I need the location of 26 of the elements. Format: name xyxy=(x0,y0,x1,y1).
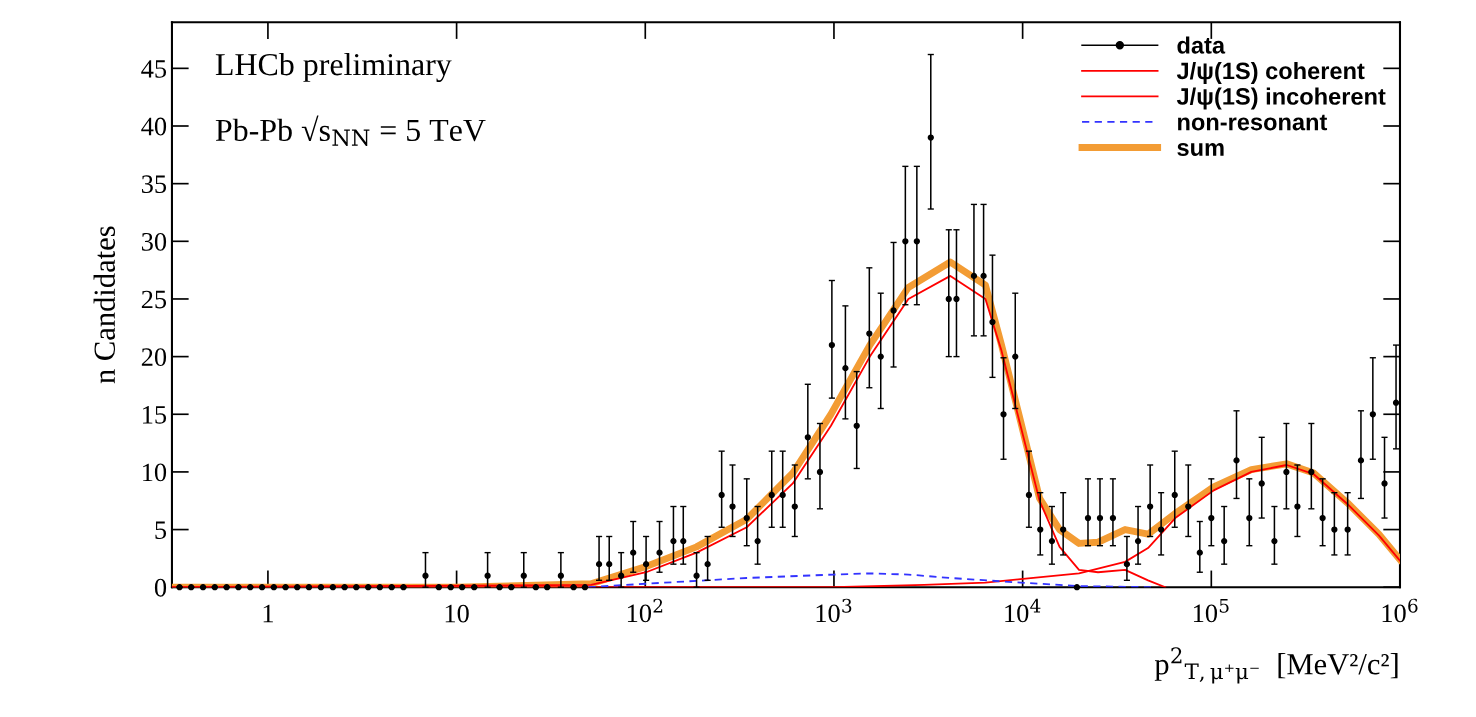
annotation: LHCb preliminary xyxy=(215,52,452,82)
y-tick-label: 5 xyxy=(155,521,167,539)
y-tick-label: 40 xyxy=(141,117,167,136)
x-tick-label: 10$^{3}$ xyxy=(816,598,852,623)
x-tick-label: 1 xyxy=(263,604,273,623)
x-tick-label: 10$^{2}$ xyxy=(627,598,663,623)
y-tick-label: 20 xyxy=(141,348,167,367)
legend-label: J/ψ(1S) coherent xyxy=(1176,61,1365,84)
y-tick-label: 15 xyxy=(143,406,167,424)
y-tick-label: 45 xyxy=(141,60,167,78)
x-tick-label: 10$^{5}$ xyxy=(1193,598,1229,623)
y-tick-label: 35 xyxy=(141,175,167,194)
x-tick-label: 10 xyxy=(445,604,469,623)
y-tick-label: 10 xyxy=(143,463,167,482)
y-axis-title: n Candidates xyxy=(93,226,116,384)
x-axis-title: p$^{2}$$_{T,μ⁺μ⁻}$ [MeV²/c²] xyxy=(1154,647,1398,684)
legend-label: non-resonant xyxy=(1178,114,1328,131)
y-tick-label: 0 xyxy=(154,578,167,597)
x-tick-label: 10$^{6}$ xyxy=(1382,598,1418,623)
y-tick-label: 30 xyxy=(141,232,167,251)
x-tick-label: 10$^{4}$ xyxy=(1005,598,1041,623)
legend-label: sum xyxy=(1177,142,1224,156)
annotation: Pb-Pb √s$_{NN}$ = 5 TeV xyxy=(215,115,486,147)
y-tick-label: 25 xyxy=(141,290,167,309)
legend-label: data xyxy=(1177,36,1226,54)
legend-label: J/ψ(1S) incoherent xyxy=(1176,87,1386,110)
